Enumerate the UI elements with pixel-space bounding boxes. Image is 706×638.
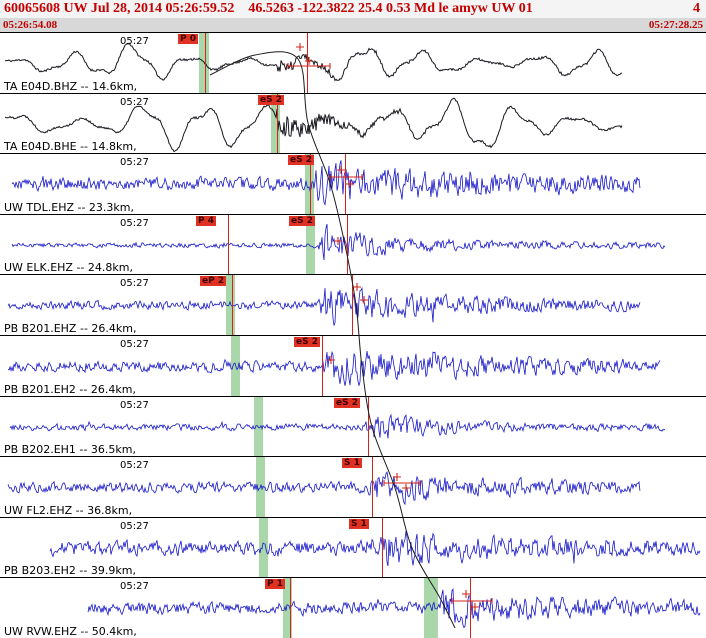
waveform-panel-10[interactable]: P 1 05:27 UW RVW.EHZ -- 50.4km,	[0, 578, 706, 638]
time-tick-label: 05:27	[120, 157, 149, 169]
pick-label[interactable]: S 1	[349, 518, 369, 529]
station-label: UW ELK.EHZ -- 24.8km,	[4, 261, 133, 275]
event-summary: 60065608 UW Jul 28, 2014 05:26:59.52	[4, 1, 235, 16]
pick-label[interactable]: eS 2	[288, 155, 314, 166]
time-tick-label: 05:27	[120, 217, 149, 229]
time-tick-label: 05:27	[120, 399, 149, 411]
waveform-panel-8[interactable]: S 1 05:27 UW FL2.EHZ -- 36.8km,	[0, 457, 706, 518]
pick-line[interactable]	[382, 517, 383, 578]
pick-label[interactable]: P 4	[196, 215, 216, 226]
station-label: UW FL2.EHZ -- 36.8km,	[4, 503, 133, 517]
time-tick-label: 05:27	[120, 338, 149, 350]
pick-uncertainty-marker	[451, 590, 493, 612]
waveform-panel-3[interactable]: eS 2 05:27 UW TDL.EHZ -- 23.3km,	[0, 154, 706, 215]
pick-label[interactable]: eP 2	[200, 276, 227, 287]
waveform-panel-6[interactable]: eS 2 05:27 PB B201.EH2 -- 26.4km,	[0, 335, 706, 397]
station-label: PB B201.EH2 -- 26.4km,	[4, 382, 136, 396]
pick-line[interactable]	[205, 33, 206, 93]
pick-line[interactable]	[347, 214, 348, 275]
waveform-panel-1[interactable]: P 0 05:27 TA E04D.BHZ -- 14.6km,	[0, 33, 706, 94]
time-tick-label: 05:27	[120, 581, 149, 593]
time-tick-label: 05:27	[120, 460, 149, 472]
time-tick-label: 05:27	[120, 96, 149, 108]
time-range-bar: 05:26:54.08 05:27:28.25	[0, 18, 706, 32]
pick-line[interactable]	[345, 154, 346, 214]
pick-label[interactable]: S 1	[342, 458, 362, 469]
pick-label[interactable]: eS 2	[289, 215, 315, 226]
station-label: UW RVW.EHZ -- 50.4km,	[4, 624, 137, 638]
pick-label[interactable]: eS 2	[258, 94, 284, 105]
station-label: PB B202.EH1 -- 36.5km,	[4, 443, 136, 457]
pick-line[interactable]	[232, 275, 233, 335]
pick-line[interactable]	[322, 335, 323, 396]
pick-line[interactable]	[352, 275, 353, 335]
station-label: TA E04D.BHE -- 14.8km,	[4, 140, 137, 154]
pick-line[interactable]	[372, 457, 373, 517]
waveform-panel-2[interactable]: eS 2 05:27 TA E04D.BHE -- 14.8km,	[0, 93, 706, 155]
station-label: PB B201.EHZ -- 26.4km,	[4, 321, 137, 335]
window-end-time: 05:27:28.25	[648, 19, 703, 31]
waveform-panel-7[interactable]: eS 2 05:27 PB B202.EH1 -- 36.5km,	[0, 396, 706, 458]
window-start-time: 05:26:54.08	[3, 19, 58, 31]
waveform-panel-9[interactable]: S 1 05:27 PB B203.EH2 -- 39.9km,	[0, 517, 706, 579]
event-flag: 4	[693, 1, 700, 16]
waveform-panel-4[interactable]: P 4 eS 2 05:27 UW ELK.EHZ -- 24.8km,	[0, 214, 706, 276]
header-bar: 60065608 UW Jul 28, 2014 05:26:59.52 46.…	[0, 0, 706, 18]
pick-label[interactable]: eS 2	[294, 336, 320, 347]
station-label: PB B203.EH2 -- 39.9km,	[4, 564, 136, 578]
time-tick-label: 05:27	[120, 36, 149, 47]
pick-line[interactable]	[368, 396, 369, 457]
time-tick-label: 05:27	[120, 520, 149, 532]
event-location: 46.5263 -122.3822 25.4 0.53 Md le amyw U…	[248, 1, 533, 16]
pick-line[interactable]	[228, 214, 229, 275]
station-label: UW TDL.EHZ -- 23.3km,	[4, 200, 135, 214]
waveform-panel-5[interactable]: eP 2 05:27 PB B201.EHZ -- 26.4km,	[0, 275, 706, 336]
time-tick-label: 05:27	[120, 278, 149, 290]
seismogram-panel-stack: P 0 05:27 TA E04D.BHZ -- 14.6km, eS 2 05…	[0, 32, 706, 638]
pick-line[interactable]	[307, 33, 308, 93]
pick-label[interactable]: P 0	[178, 34, 198, 44]
pick-label[interactable]: P 1	[265, 579, 285, 590]
station-label: TA E04D.BHZ -- 14.6km,	[4, 79, 138, 93]
pick-line[interactable]	[290, 578, 291, 638]
pick-line[interactable]	[470, 578, 471, 638]
pick-label[interactable]: eS 2	[334, 397, 360, 408]
